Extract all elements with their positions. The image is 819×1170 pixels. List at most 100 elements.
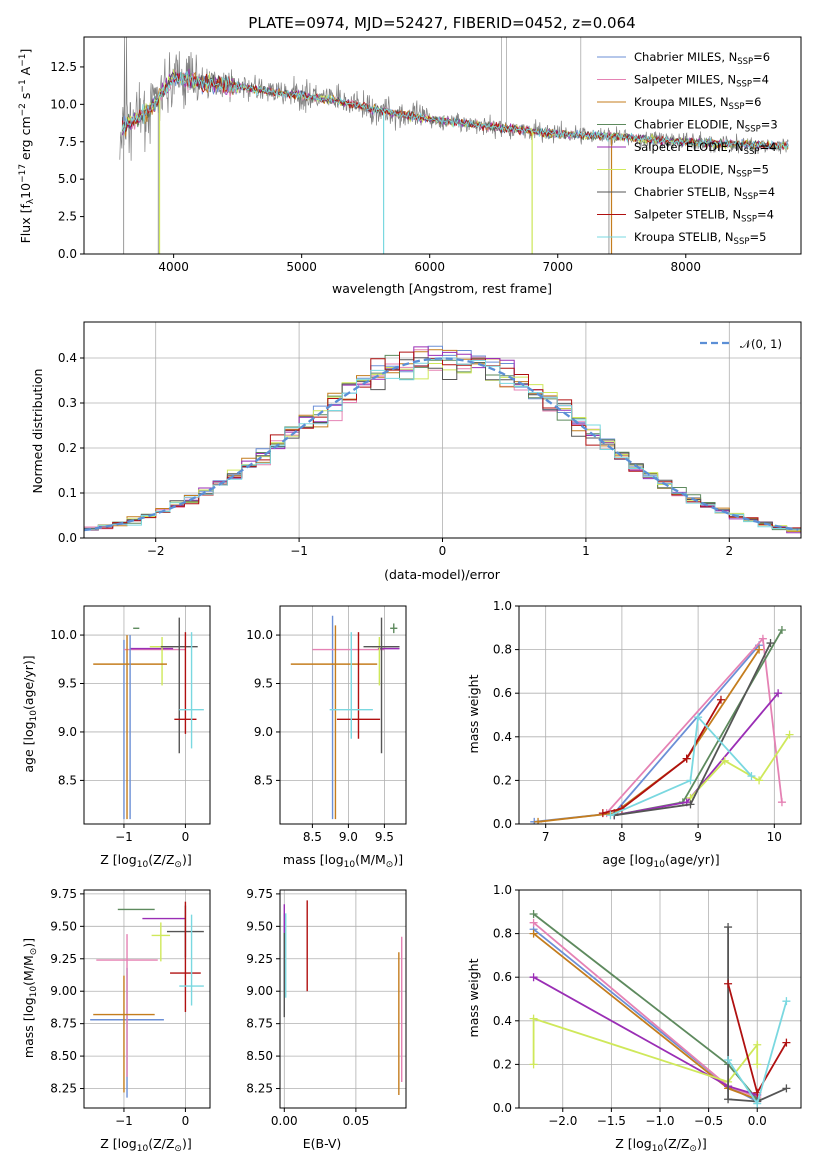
weight-vs-z-ytick-label: 0.2 — [493, 1057, 512, 1071]
weight-vs-z-xtick-label: −1.0 — [645, 1114, 674, 1128]
clip-resid-marks — [84, 345, 801, 534]
mass-vs-z-ytick-label: 9.50 — [50, 919, 77, 933]
weight-vs-age-ytick-label: 1.0 — [493, 599, 512, 613]
spectrum-y-label: Flux [fλ10−17 erg cm−2 s−1 A−1] — [18, 49, 36, 244]
residual-xtick-label: 1 — [582, 544, 590, 558]
mass-vs-z-panel: −1 0 8.25 8.50 8.75 9.00 9.25 9.50 9.75 Z [log10… — [21, 887, 211, 1154]
legend-label-kroupa_stelib: Kroupa STELIB, NSSP=5 — [634, 230, 766, 247]
weight-vs-z-xtick-label: −2.0 — [548, 1114, 577, 1128]
legend-label-kroupa_elodie: Kroupa ELODIE, NSSP=5 — [634, 163, 769, 180]
mass-vs-z-ytick-label: 8.75 — [50, 1017, 77, 1031]
weight-vs-age-marker-salpeter_miles — [758, 634, 767, 643]
mass-vs-z-ytick-label: 8.50 — [50, 1049, 77, 1063]
age-vs-mass-frame — [279, 605, 407, 825]
mass-vs-ebv-ytick-label: 9.75 — [246, 887, 273, 901]
age-vs-mass-plot-area: 8.5 9.0 9.5 8.5 9.0 9.5 10.0 — [246, 605, 407, 844]
mass-vs-z-ytick-label: 9.25 — [50, 952, 77, 966]
weight-vs-age-marker-salpeter_stelib — [682, 754, 691, 763]
weight-vs-age-ytick-label: 0.8 — [493, 643, 512, 657]
weight-vs-z-ytick-label: 0.6 — [493, 970, 512, 984]
weight-vs-age-ytick-label: 0.6 — [493, 686, 512, 700]
age-vs-mass-ytick-label: 9.5 — [254, 677, 273, 691]
weight-vs-z-marker-chabrier_elodie — [529, 909, 538, 918]
age-vs-z-ytick-label: 10.0 — [50, 628, 77, 642]
weight-vs-z-line-chabrier_stelib — [727, 927, 787, 1103]
residual-xtick-label: −2 — [147, 544, 165, 558]
mass-vs-ebv-xtick-label: 0.00 — [271, 1114, 298, 1128]
weight-vs-age-marker-kroupa_stelib — [694, 713, 703, 722]
age-vs-z-xtick-label: 0 — [182, 830, 190, 844]
mass-vs-z-y-label: mass [log10(M/M⊙)] — [21, 938, 39, 1058]
weight-vs-age-marker-kroupa_stelib — [606, 811, 615, 820]
weight-vs-age-y-label: mass weight — [466, 674, 481, 753]
gaussian-curve — [84, 357, 799, 532]
spectrum-frame — [83, 36, 802, 255]
mass-vs-ebv-ytick-label: 8.25 — [246, 1082, 273, 1096]
mass-vs-ebv-plot-area: 0.00 0.05 8.25 8.50 8.75 9.00 9.25 9.50 9.75 — [246, 887, 407, 1128]
weight-vs-z-marker-salpeter_elodie — [529, 973, 538, 982]
weight-vs-age-marker-salpeter_elodie — [774, 689, 783, 698]
legend-label-chabrier_elodie: Chabrier ELODIE, NSSP=3 — [634, 118, 778, 135]
residual-ytick-label: 0.1 — [58, 486, 77, 500]
legend-label-salpeter_stelib: Salpeter STELIB, NSSP=4 — [634, 208, 774, 225]
mass-vs-z-x-label: Z [log10(Z/Z⊙)] — [100, 1136, 191, 1154]
weight-vs-z-marker-kroupa_stelib — [724, 1056, 733, 1065]
mass-vs-ebv-x-label: E(B-V) — [303, 1136, 342, 1151]
weight-vs-z-marker-chabrier_stelib — [782, 1084, 791, 1093]
mass-vs-z-ytick-label: 9.00 — [50, 984, 77, 998]
mass-vs-ebv-ytick-label: 9.50 — [246, 919, 273, 933]
spectrum-ytick-label: 7.5 — [58, 135, 77, 149]
weight-vs-age-marker-salpeter_stelib — [716, 695, 725, 704]
weight-vs-z-marker-salpeter_stelib — [724, 979, 733, 988]
residual-x-label: (data-model)/error — [384, 567, 501, 582]
spectrum-xtick-label: 7000 — [542, 260, 573, 274]
mass-vs-ebv-ytick-label: 9.25 — [246, 952, 273, 966]
weight-vs-age-marker-kroupa_stelib — [747, 772, 756, 781]
age-vs-mass-panel: 8.5 9.0 9.5 8.5 9.0 9.5 10.0 mass [log10(M/M⊙)… — [246, 605, 407, 870]
mass-vs-ebv-ytick-label: 8.75 — [246, 1017, 273, 1031]
spectrum-plot-area: 4000 5000 6000 7000 8000 0.0 2.5 5.0 7.5 10.0 12.5 — [50, 36, 802, 274]
weight-vs-z-ytick-label: 0.0 — [493, 1101, 512, 1115]
weight-vs-z-marker-chabrier_stelib — [724, 923, 733, 932]
weight-vs-age-marker-salpeter_stelib — [598, 809, 607, 818]
weight-vs-age-ytick-label: 0.4 — [493, 730, 512, 744]
weight-vs-age-line-salpeter_stelib — [602, 699, 722, 814]
weight-vs-age-marker-kroupa_miles — [755, 645, 764, 654]
weight-vs-age-marker-chabrier_stelib — [766, 639, 775, 648]
age-vs-mass-xtick-label: 8.5 — [303, 830, 322, 844]
weight-vs-age-xtick-label: 9 — [694, 830, 702, 844]
clip-weight-vs-z-marks — [529, 909, 791, 1108]
weight-vs-z-xtick-label: −1.5 — [597, 1114, 626, 1128]
residual-hist-salpeter_stelib — [84, 351, 801, 531]
age-vs-mass-xtick-label: 9.0 — [339, 830, 358, 844]
mass-vs-ebv-panel: 0.00 0.05 8.25 8.50 8.75 9.00 9.25 9.50 9.75 E(B… — [246, 887, 407, 1151]
residual-ytick-label: 0.2 — [58, 441, 77, 455]
weight-vs-age-marker-chabrier_stelib — [686, 800, 695, 809]
age-vs-z-panel: −1 0 8.5 9.0 9.5 10.0 Z [log10(Z/Z⊙)] age [lo… — [21, 605, 211, 870]
weight-vs-z-ytick-label: 0.4 — [493, 1014, 512, 1028]
spectrum-ytick-label: 5.0 — [58, 172, 77, 186]
residual-frame — [83, 321, 802, 539]
age-vs-z-ytick-label: 8.5 — [58, 773, 77, 787]
age-vs-z-ytick-label: 9.0 — [58, 725, 77, 739]
weight-vs-z-marker-kroupa_stelib — [782, 997, 791, 1006]
weight-vs-age-marker-chabrier_elodie — [777, 625, 786, 634]
weight-vs-z-marker-kroupa_elodie — [753, 1060, 762, 1069]
legend-label-salpeter_elodie: Salpeter ELODIE, NSSP=4 — [634, 140, 777, 157]
legend-label-kroupa_miles: Kroupa MILES, NSSP=6 — [634, 95, 761, 112]
weight-vs-age-xtick-label: 10 — [767, 830, 782, 844]
spectrum-model-kroupa_stelib — [122, 70, 789, 150]
weight-vs-age-marker-kroupa_elodie — [720, 756, 729, 765]
weight-vs-age-x-label: age [log10(age/yr)] — [602, 852, 719, 870]
spectrum-ytick-label: 2.5 — [58, 210, 77, 224]
residual-panel: −2 −1 0 1 2 0.0 0.1 0.2 0.3 0.4 (data-model)/erro… — [30, 321, 802, 582]
mass-vs-z-ytick-label: 9.75 — [50, 887, 77, 901]
weight-vs-z-marker-kroupa_elodie — [753, 1040, 762, 1049]
weight-vs-z-marker-kroupa_elodie — [529, 1060, 538, 1069]
weight-vs-z-y-label: mass weight — [466, 958, 481, 1037]
weight-vs-z-marker-chabrier_stelib — [724, 1095, 733, 1104]
age-vs-z-y-label: age [log10(age/yr)] — [21, 655, 39, 772]
residual-xtick-label: −1 — [290, 544, 308, 558]
